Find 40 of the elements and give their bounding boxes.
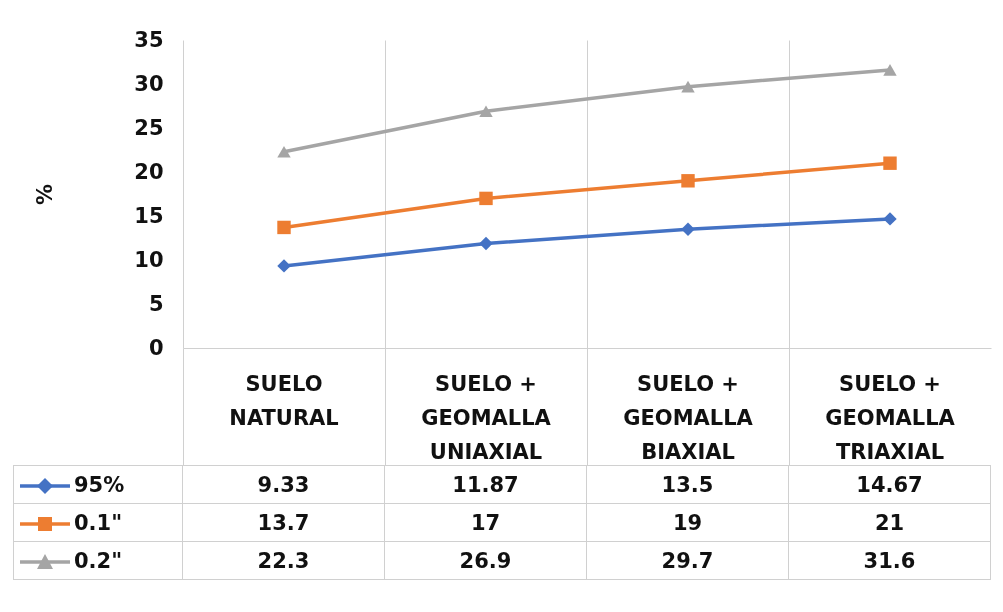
data-label: 13.7 bbox=[182, 503, 385, 542]
x-tick-label: SUELO + GEOMALLA TRIAXIAL bbox=[825, 371, 956, 464]
data-label: 19 bbox=[586, 503, 789, 542]
y-tick-label: 35 bbox=[134, 27, 164, 52]
point bbox=[681, 174, 695, 188]
y-tick-label: 30 bbox=[134, 71, 164, 96]
y-tick-label: 0 bbox=[148, 335, 164, 360]
point bbox=[479, 105, 493, 118]
point bbox=[479, 236, 493, 251]
y-tick-label: 25 bbox=[134, 115, 164, 140]
point bbox=[479, 191, 493, 206]
data-label: 22.3 bbox=[182, 541, 385, 580]
x-tick-label: SUELO NATURAL bbox=[229, 371, 339, 430]
legend-label: 95% bbox=[74, 472, 125, 497]
point bbox=[883, 64, 897, 76]
data-label: 13.5 bbox=[586, 465, 789, 504]
point bbox=[681, 80, 695, 93]
point bbox=[277, 259, 291, 273]
point bbox=[883, 212, 897, 226]
data-label: 11.87 bbox=[384, 465, 587, 504]
y-tick-label: 5 bbox=[148, 291, 164, 316]
x-tick-label: SUELO + GEOMALLA UNIAXIAL bbox=[421, 371, 552, 464]
data-label: 21 bbox=[788, 503, 991, 542]
point bbox=[883, 156, 897, 170]
y-tick-label: 10 bbox=[134, 247, 164, 272]
data-label: 14.67 bbox=[788, 465, 991, 504]
y-tick-label: 20 bbox=[134, 159, 164, 184]
point bbox=[277, 145, 291, 158]
data-label: 31.6 bbox=[788, 541, 991, 580]
point bbox=[277, 220, 291, 235]
point bbox=[681, 222, 695, 236]
data-label: 26.9 bbox=[384, 541, 587, 580]
data-label: 9.33 bbox=[182, 465, 385, 504]
y-axis-title: % bbox=[33, 183, 58, 206]
data-label: 17 bbox=[384, 503, 587, 542]
x-tick-label: SUELO + GEOMALLA BIAXIAL bbox=[623, 371, 754, 464]
legend-label: 0.1" bbox=[74, 510, 123, 535]
legend-label: 0.2" bbox=[74, 548, 123, 573]
data-label: 29.7 bbox=[586, 541, 789, 580]
y-tick-label: 15 bbox=[134, 203, 164, 228]
